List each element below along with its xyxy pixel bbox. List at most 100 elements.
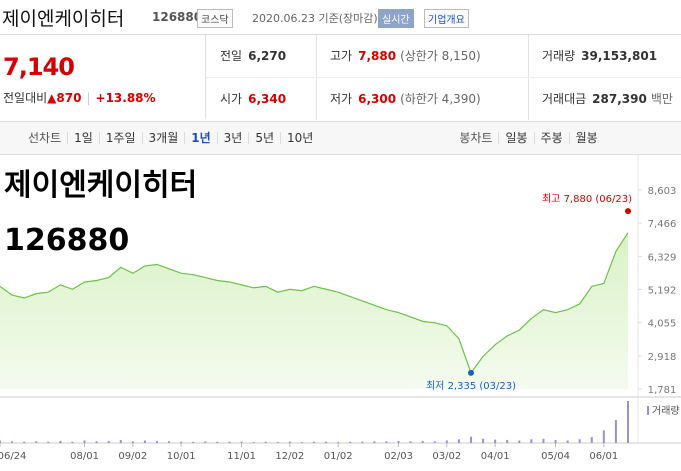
volume-bar [361, 441, 364, 443]
volume-bar [192, 441, 195, 443]
stat-cell: 거래량 39,153,801 [542, 35, 657, 77]
candle-chart-label: 봉차트 [459, 131, 493, 145]
volume-bar [59, 440, 62, 443]
volume-bar [95, 441, 98, 443]
volume-bar [131, 441, 134, 443]
col-divider [316, 78, 317, 120]
y-tick-label: 6,329 [648, 252, 677, 263]
col-divider [528, 35, 529, 77]
volume-legend-swatch [647, 406, 649, 415]
volume-bar [409, 441, 412, 443]
change: 전일대비▲870 | +13.88% [3, 89, 156, 106]
stat-value: 6,300 [358, 92, 397, 106]
volume-bar [240, 441, 243, 443]
stat-value: 39,153,801 [581, 49, 658, 63]
stat-label: 거래량 [542, 49, 576, 63]
volume-bar [313, 441, 315, 443]
volume-bar [494, 439, 497, 443]
y-tick-label: 8,603 [648, 186, 677, 197]
stat-cell: 전일 6,270 [220, 35, 286, 77]
volume-bar [35, 441, 38, 443]
volume-bar [602, 430, 605, 443]
realtime-button[interactable]: 실시간 [378, 9, 414, 28]
period-tab[interactable]: 5년 [248, 132, 280, 144]
stat-value: 6,340 [248, 92, 287, 106]
stat-cell: 고가 7,880 (상한가 8,150) [330, 35, 481, 77]
stat-label: 저가 [330, 92, 353, 106]
x-tick-label: 02/03 [384, 451, 413, 462]
x-tick-label: 10/01 [167, 451, 196, 462]
line-chart-label: 선차트 [28, 131, 62, 145]
x-tick-label: 05/04 [541, 451, 570, 462]
chart: 1,781 2,918 4,055 5,192 6,329 7,466 8,603 최고 7,… [0, 155, 681, 462]
volume-bar [566, 440, 569, 443]
overview-button[interactable]: 기업개요 [424, 9, 469, 28]
price: 7,140 [3, 53, 75, 81]
x-tick-label: 01/02 [324, 451, 353, 462]
volume-bar [252, 442, 255, 443]
up-arrow: ▲ [47, 91, 57, 105]
x-tick-label: 03/02 [432, 451, 461, 462]
stat-note: (하한가 4,390) [400, 92, 481, 106]
volume-bar [180, 441, 183, 443]
volume-bar [337, 442, 340, 443]
candle-tab[interactable]: 월봉 [568, 132, 604, 144]
stat-value: 7,880 [358, 49, 397, 63]
candle-tab[interactable]: 일봉 [498, 132, 533, 144]
volume-bar [11, 441, 14, 443]
period-tab[interactable]: 1일 [67, 132, 99, 144]
stat-label: 거래대금 [542, 92, 587, 106]
volume-bar [288, 441, 291, 443]
x-tick-label: 09/02 [118, 451, 147, 462]
period-tab[interactable]: 3년 [216, 132, 249, 144]
period-tab[interactable]: 10년 [280, 132, 319, 144]
volume-bar [300, 442, 303, 443]
change-value: 870 [56, 91, 82, 105]
change-label: 전일대비 [3, 91, 48, 105]
date: 2020.06.23 기준(장마감) [252, 12, 378, 25]
volume-bar [627, 401, 629, 443]
high-marker [625, 208, 631, 215]
volume-bar [590, 437, 593, 443]
stat-cell: 시가 6,340 [220, 78, 286, 120]
volume-bar [614, 419, 617, 443]
x-tick-label: 11/01 [227, 451, 256, 462]
y-tick-label: 5,192 [648, 286, 677, 297]
stat-note: 백만 [650, 92, 673, 106]
x-tick-label: 08/01 [70, 451, 99, 462]
y-tick-label: 4,055 [648, 319, 677, 330]
x-tick-label: 12/02 [275, 451, 304, 462]
volume-bar [554, 440, 557, 443]
volume-bar [578, 439, 581, 443]
price-line [0, 232, 629, 375]
volume-bar [530, 439, 533, 443]
stat-cell: 거래대금 287,390 백만 [542, 78, 673, 120]
volume-bar [204, 441, 207, 443]
stat-label: 고가 [330, 49, 353, 63]
col-divider [528, 78, 529, 120]
volume-bar [0, 440, 1, 443]
volume-bar [143, 440, 146, 443]
low-marker [468, 369, 474, 376]
stock-code: 126880 [152, 10, 203, 24]
volume-bar [228, 441, 231, 443]
period-tab[interactable]: 1주일 [98, 132, 142, 144]
x-tick-label: 06/24 [0, 451, 26, 462]
chart-tabs: 선차트 1일 1주일 3개월 1년 3년 5년 10년 봉차트 일봉 주봉 월봉 [0, 121, 681, 155]
stat-cell: 저가 6,300 (하한가 4,390) [330, 78, 481, 120]
market-badge: 코스닥 [197, 9, 233, 28]
stats: 전일 6,270 고가 7,880 (상한가 8,150) 거래량 39,153,801 시가… [206, 35, 681, 120]
quote: 7,140 전일대비▲870 | +13.88% [0, 35, 206, 119]
volume-bar [156, 440, 158, 443]
x-tick-label: 04/01 [481, 451, 510, 462]
stat-label: 전일 [220, 49, 243, 63]
divider: | [86, 91, 91, 105]
volume-bar [506, 440, 509, 443]
period-tab[interactable]: 3개월 [141, 132, 185, 144]
x-tick-label: 06/01 [589, 451, 618, 462]
volume-bar [457, 439, 460, 443]
candle-tab[interactable]: 주봉 [533, 132, 569, 144]
volume-bar [71, 441, 74, 443]
period-tab[interactable]: 1년 [184, 132, 216, 144]
